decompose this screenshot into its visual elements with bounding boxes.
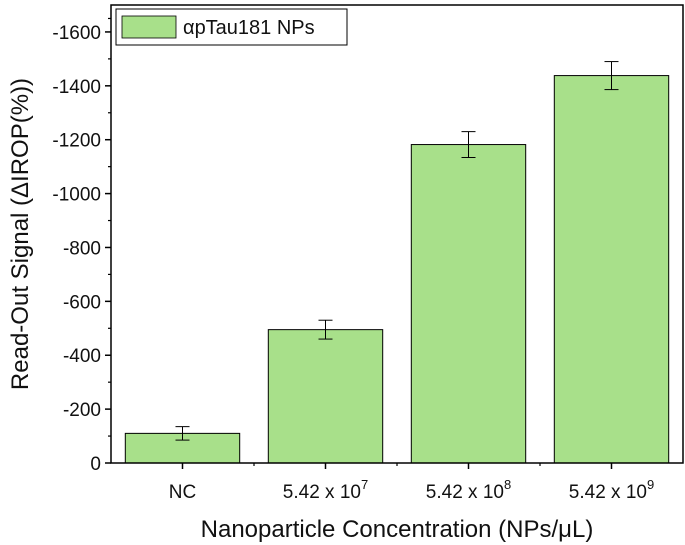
y-tick-label: -200	[63, 400, 101, 421]
bar	[410, 144, 527, 464]
x-tick-label: 5.42 x 108	[426, 477, 511, 503]
x-tick-label: NC	[169, 482, 196, 503]
legend: αpTau181 NPs	[115, 8, 348, 46]
x-tick-label-base: NC	[169, 482, 196, 503]
legend-swatch	[121, 15, 177, 39]
y-axis: 0 -200 -400 -600 -800 -1000 -1200 -1400 -1600	[52, 17, 111, 475]
y-tick-label: 0	[90, 454, 101, 475]
error-bars-layer	[175, 61, 619, 441]
y-tick-label: -800	[63, 238, 101, 259]
y-tick-label: -1600	[52, 23, 101, 44]
x-tick-label: 5.42 x 109	[569, 477, 654, 503]
y-tick-label: -600	[63, 292, 101, 313]
bar	[553, 75, 670, 464]
bar	[267, 329, 384, 464]
y-axis-title: Read-Out Signal (ΔIROP(%))	[7, 78, 34, 390]
y-tick-label: -1200	[52, 131, 101, 152]
x-axis: NC 5.42 x 107 5.42 x 108 5.42 x 109	[169, 463, 654, 503]
x-tick-label-exponent: 8	[504, 477, 511, 492]
bars-layer	[124, 75, 670, 464]
y-tick-label: -1000	[52, 185, 101, 206]
x-tick-label: 5.42 x 107	[283, 477, 368, 503]
x-tick-label-base: 5.42 x 10	[569, 482, 647, 503]
y-tick-label: -400	[63, 346, 101, 367]
x-tick-label-exponent: 9	[647, 477, 654, 492]
x-tick-label-exponent: 7	[361, 477, 368, 492]
x-tick-label-base: 5.42 x 10	[283, 482, 361, 503]
y-tick-label: -1400	[52, 77, 101, 98]
x-tick-label-base: 5.42 x 10	[426, 482, 504, 503]
x-axis-title: Nanoparticle Concentration (NPs/μL)	[201, 516, 594, 543]
legend-label: αpTau181 NPs	[183, 17, 315, 39]
